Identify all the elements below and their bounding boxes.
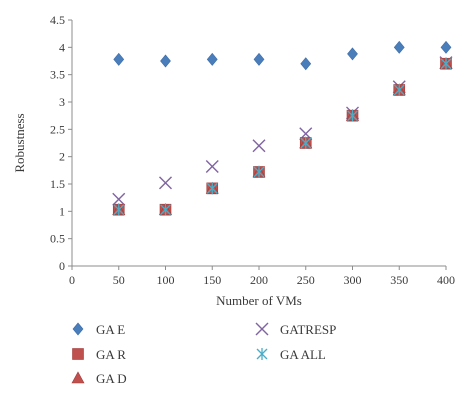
- y-tick-label: 3.5: [50, 68, 65, 82]
- x-tick-label: 200: [250, 273, 268, 287]
- data-point-x: [205, 160, 219, 174]
- y-tick-label: 0.5: [50, 232, 65, 246]
- y-tick-label: 2.5: [50, 122, 65, 136]
- data-point-star: [253, 165, 265, 178]
- data-point-star: [113, 203, 125, 216]
- legend-label: GA E: [96, 322, 125, 337]
- data-point-star: [440, 57, 452, 70]
- legend-label: GA D: [96, 371, 127, 386]
- data-point-x: [159, 176, 172, 190]
- data-point-diamond: [393, 40, 405, 54]
- x-tick-label: 350: [390, 273, 408, 287]
- x-tick-label: 250: [297, 273, 315, 287]
- data-point-star: [347, 109, 358, 122]
- data-point-diamond: [300, 57, 312, 71]
- data-point-star: [300, 137, 312, 149]
- data-point-star: [206, 182, 218, 195]
- legend-label: GA ALL: [280, 347, 326, 362]
- data-point-x: [252, 139, 266, 153]
- y-tick-label: 2: [59, 150, 65, 164]
- x-tick-label: 400: [437, 273, 455, 287]
- legend-marker-square: [72, 348, 84, 360]
- y-tick-label: 4.5: [50, 13, 65, 27]
- y-tick-label: 1.5: [50, 177, 65, 191]
- legend: GA E GA R GA D GATRESP GA ALL: [71, 322, 336, 386]
- x-tick-label: 100: [157, 273, 175, 287]
- legend-marker-triangle: [71, 371, 85, 384]
- legend-label: GA R: [96, 347, 126, 362]
- y-tick-label: 0: [59, 259, 65, 273]
- legend-marker-diamond: [72, 322, 84, 336]
- x-tick-label: 0: [69, 273, 75, 287]
- data-point-diamond: [206, 52, 218, 66]
- data-point-diamond: [113, 52, 125, 66]
- data-point-diamond: [253, 52, 265, 66]
- legend-label: GATRESP: [280, 322, 336, 337]
- data-point-star: [393, 83, 405, 96]
- data-point-x: [112, 192, 126, 206]
- data-point-diamond: [440, 40, 452, 54]
- y-tick-label: 1: [59, 204, 65, 218]
- legend-marker-star: [256, 348, 268, 360]
- data-point-diamond: [160, 54, 171, 68]
- y-ticks: 0 0.5 1 1.5 2 2.5 3 3.5 4 4.5: [50, 13, 72, 273]
- y-tick-label: 4: [59, 40, 65, 54]
- x-tick-label: 300: [344, 273, 362, 287]
- x-tick-label: 50: [113, 273, 125, 287]
- x-tick-label: 150: [203, 273, 221, 287]
- data-markers: [112, 40, 453, 216]
- legend-marker-x: [255, 322, 269, 336]
- y-axis-title: Robustness: [12, 113, 27, 172]
- data-point-star: [160, 203, 171, 216]
- data-point-diamond: [347, 47, 358, 61]
- x-ticks: 0 50 100 150 200 250 300 350 400: [69, 266, 455, 287]
- y-tick-label: 3: [59, 95, 65, 109]
- x-axis-title: Number of VMs: [216, 293, 302, 308]
